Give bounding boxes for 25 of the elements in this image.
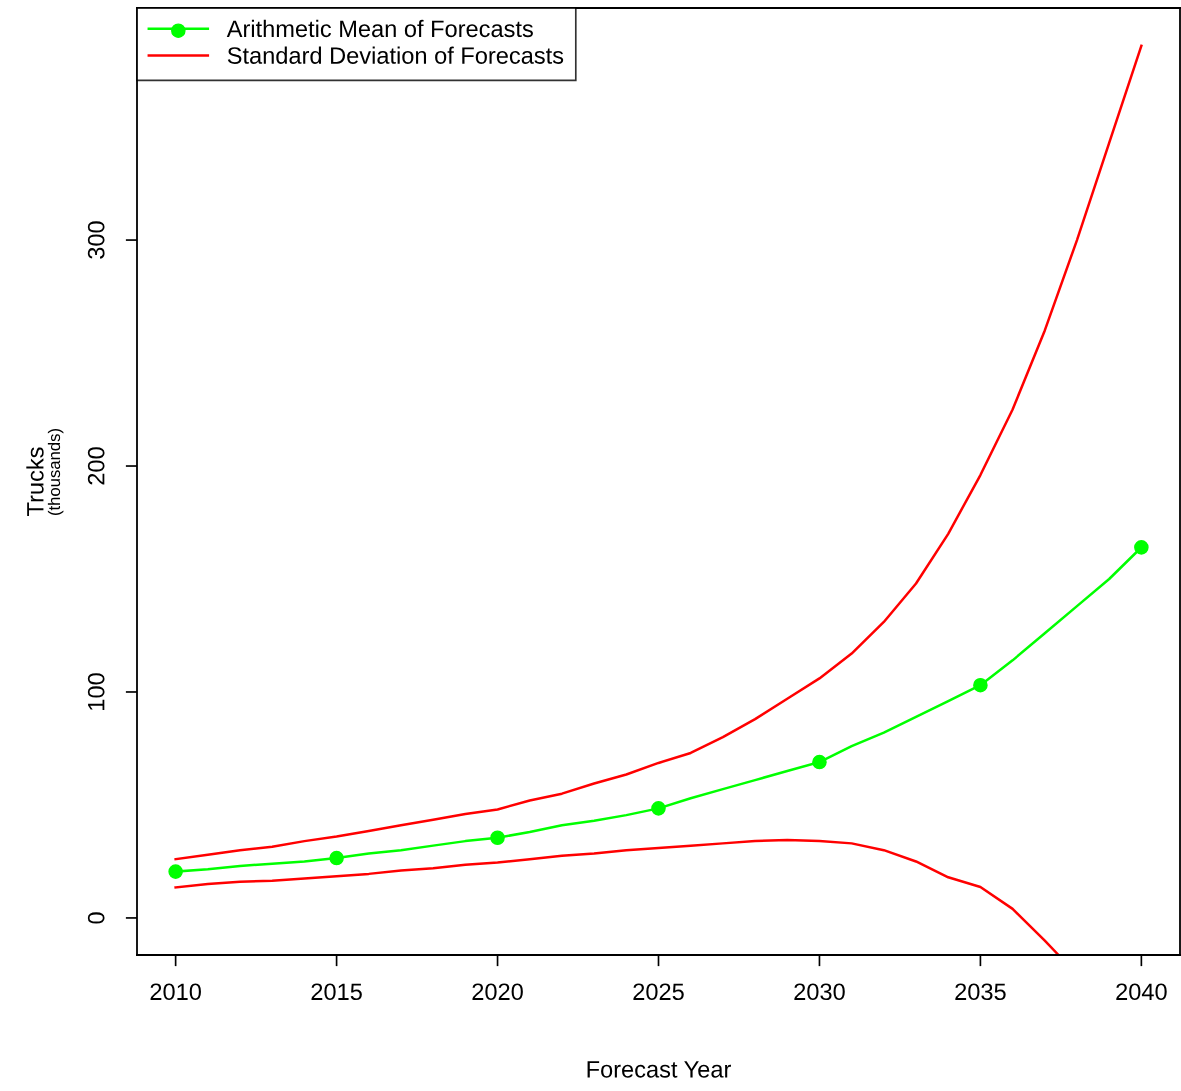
y-tick-label: 0 <box>87 912 105 924</box>
x-tick-label: 2025 <box>633 983 684 1001</box>
line-series <box>174 838 1059 955</box>
x-tick-label: 2010 <box>150 983 201 1001</box>
legend-label: Arithmetic Mean of Forecasts <box>226 19 533 38</box>
y-tick-label: 300 <box>87 221 105 259</box>
x-tick-label: 2030 <box>794 983 845 1001</box>
legend-label: Standard Deviation of Forecasts <box>227 46 564 64</box>
point <box>1134 540 1149 555</box>
x-tick-label: 2035 <box>955 983 1006 1001</box>
point <box>329 850 344 866</box>
y-tick-label: 100 <box>87 673 105 710</box>
x-tick-label: 2015 <box>311 983 362 1001</box>
x-axis-title: Forecast Year <box>587 1061 731 1078</box>
y-tick-label: 200 <box>87 447 105 485</box>
x-tick-label: 2020 <box>472 983 523 1001</box>
x-tick-label: 2040 <box>1116 983 1167 1001</box>
y-axis-title: Trucks <box>26 447 44 516</box>
point <box>168 864 183 879</box>
point <box>651 801 666 816</box>
point <box>812 754 827 770</box>
point <box>490 830 505 846</box>
point <box>973 677 988 693</box>
text: (thousands) <box>47 429 64 515</box>
line-series <box>174 44 1143 861</box>
